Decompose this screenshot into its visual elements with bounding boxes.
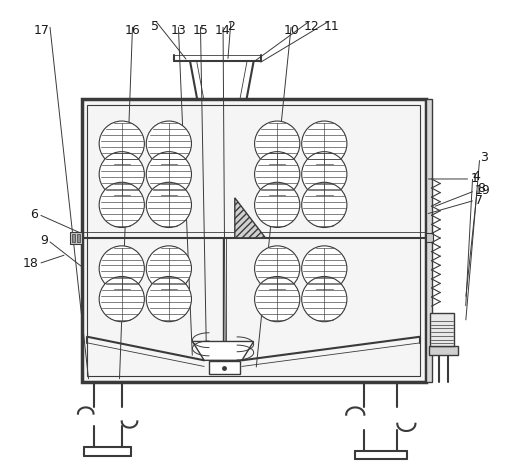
Text: 13: 13: [170, 24, 186, 38]
Bar: [82, 99, 425, 382]
Text: 17: 17: [34, 24, 50, 38]
Text: 1: 1: [471, 172, 478, 186]
Text: 4: 4: [473, 170, 481, 183]
Bar: [88, 105, 420, 376]
Text: 14: 14: [215, 24, 231, 38]
Bar: [425, 99, 432, 382]
Circle shape: [99, 152, 144, 197]
Bar: [70, 232, 82, 244]
Circle shape: [146, 276, 191, 322]
Circle shape: [146, 152, 191, 197]
Text: 11: 11: [324, 20, 339, 33]
Bar: [77, 234, 80, 242]
Circle shape: [254, 246, 300, 291]
Text: 19: 19: [475, 184, 491, 197]
Circle shape: [302, 182, 347, 227]
Text: 3: 3: [480, 151, 487, 164]
Bar: [430, 313, 454, 346]
Text: 12: 12: [304, 20, 319, 33]
Text: 8: 8: [477, 182, 485, 195]
Bar: [209, 361, 240, 374]
Circle shape: [99, 121, 144, 166]
Circle shape: [99, 246, 144, 291]
Circle shape: [254, 182, 300, 227]
Circle shape: [99, 182, 144, 227]
Circle shape: [302, 152, 347, 197]
Text: 7: 7: [475, 194, 483, 207]
Circle shape: [254, 276, 300, 322]
Circle shape: [146, 121, 191, 166]
Text: 9: 9: [40, 234, 48, 247]
Text: 6: 6: [31, 208, 38, 221]
Polygon shape: [235, 198, 265, 238]
Circle shape: [254, 152, 300, 197]
Text: 2: 2: [227, 20, 235, 33]
Circle shape: [302, 246, 347, 291]
Circle shape: [146, 182, 191, 227]
Polygon shape: [193, 341, 253, 360]
Text: 18: 18: [23, 257, 38, 270]
Circle shape: [254, 121, 300, 166]
Bar: [72, 234, 75, 242]
Bar: [430, 346, 458, 355]
Text: 16: 16: [125, 24, 140, 38]
Circle shape: [302, 121, 347, 166]
Circle shape: [99, 276, 144, 322]
Text: 5: 5: [151, 20, 159, 33]
Bar: [425, 233, 433, 242]
Circle shape: [302, 276, 347, 322]
Text: 10: 10: [283, 24, 299, 38]
Text: 15: 15: [193, 24, 208, 38]
Circle shape: [146, 246, 191, 291]
